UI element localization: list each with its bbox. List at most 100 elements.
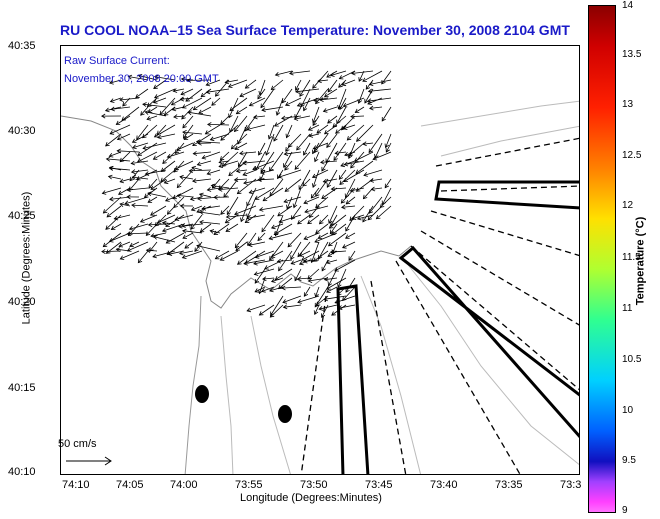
current-vector — [237, 250, 257, 265]
current-vector-head — [224, 218, 230, 224]
current-vector — [323, 106, 338, 112]
current-vector-head — [105, 225, 110, 230]
y-axis-label: Latitude (Degrees:Minutes) — [20, 191, 33, 325]
current-vector — [211, 185, 230, 189]
map-plot[interactable] — [60, 45, 580, 475]
current-vector — [182, 97, 203, 109]
current-vector — [277, 205, 293, 217]
current-vector-head — [116, 136, 122, 141]
current-vector-head — [219, 256, 225, 261]
current-vector-head — [237, 162, 243, 168]
current-vector-head — [234, 127, 239, 133]
current-vector-head — [246, 201, 251, 207]
current-vector — [303, 196, 320, 204]
current-vector-head — [364, 98, 369, 104]
current-vector — [239, 88, 257, 97]
current-vector-head — [152, 99, 158, 104]
current-vector — [140, 106, 149, 116]
current-vector-head — [312, 145, 318, 150]
current-vector — [356, 124, 374, 142]
current-vector — [137, 151, 158, 163]
current-vector — [331, 304, 347, 316]
bathy-contour — [440, 125, 579, 157]
current-vector — [229, 97, 248, 111]
current-vector-head — [274, 275, 280, 281]
current-vector-head — [178, 223, 183, 229]
current-vector-head — [248, 101, 254, 107]
current-vector — [131, 169, 149, 173]
current-vector-head — [119, 178, 125, 184]
current-vector — [162, 222, 176, 225]
current-vector-head — [381, 79, 386, 85]
map-svg — [61, 70, 579, 474]
current-vector — [185, 88, 203, 102]
current-vector — [276, 97, 284, 116]
current-vector-head — [362, 194, 368, 200]
current-vector — [291, 259, 302, 265]
current-vector — [381, 106, 392, 122]
current-vector — [317, 79, 329, 82]
current-vector-head — [248, 189, 254, 195]
current-vector — [329, 223, 338, 234]
radar-boxes — [336, 180, 579, 474]
current-vector — [341, 205, 356, 208]
current-vector-head — [295, 86, 300, 91]
current-vector-head — [156, 219, 162, 224]
current-vector — [172, 106, 185, 111]
current-vector — [157, 133, 176, 138]
current-vector — [358, 88, 365, 104]
current-vector-head — [127, 74, 133, 80]
current-vector-head — [370, 186, 376, 192]
current-vector-head — [368, 81, 374, 87]
current-vector-head — [315, 203, 320, 209]
bathy-contour — [250, 315, 291, 474]
current-vector-head — [351, 70, 356, 76]
current-vector-head — [215, 92, 220, 97]
current-vector-head — [290, 215, 296, 220]
current-vector — [284, 160, 293, 171]
current-vector — [193, 151, 212, 155]
current-vector — [260, 151, 275, 173]
current-vector-head — [115, 120, 121, 125]
current-vector — [207, 124, 230, 126]
current-vector — [148, 106, 158, 113]
current-vector-head — [119, 255, 125, 260]
current-vector — [197, 160, 212, 166]
current-vector-head — [139, 218, 145, 223]
current-vector-head — [332, 123, 337, 128]
current-vector — [321, 259, 329, 271]
current-vector-head — [209, 229, 215, 234]
current-vector — [154, 76, 176, 81]
current-vector-head — [304, 208, 309, 214]
current-vector — [271, 79, 284, 90]
current-vector-head — [108, 238, 114, 243]
current-vector — [328, 268, 338, 286]
current-vector-head — [176, 193, 182, 199]
current-vector-head — [154, 222, 160, 227]
current-vector — [327, 115, 338, 124]
current-vector-head — [179, 174, 184, 180]
current-vector-head — [146, 116, 152, 121]
current-vector — [105, 133, 122, 147]
current-vector — [182, 232, 194, 239]
current-vector-head — [237, 139, 242, 145]
current-vector-head — [142, 145, 148, 151]
bathy-contour — [420, 100, 579, 127]
current-vector — [220, 250, 239, 261]
current-vector — [154, 88, 176, 99]
current-vector — [325, 142, 338, 163]
current-vector-head — [144, 110, 150, 115]
current-vector — [369, 106, 383, 109]
colorbar-tick: 11.5 — [622, 252, 641, 263]
current-vector-head — [287, 242, 293, 248]
current-vector — [120, 203, 131, 207]
current-vector-head — [244, 126, 249, 132]
current-vector — [148, 223, 167, 226]
current-vector — [296, 133, 311, 151]
current-vector — [298, 169, 311, 190]
current-vector-head — [239, 150, 244, 156]
current-vector — [302, 178, 311, 187]
current-vector-head — [282, 304, 288, 310]
current-vector — [245, 250, 266, 264]
current-vector-head — [343, 161, 349, 167]
